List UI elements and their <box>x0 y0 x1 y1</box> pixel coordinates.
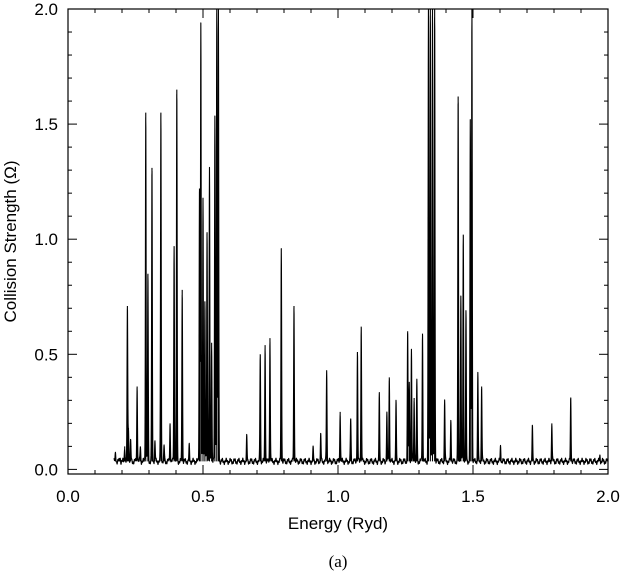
y-tick-label: 1.0 <box>34 230 58 249</box>
y-axis-title: Collision Strength (Ω) <box>1 161 20 323</box>
y-axis-ticks: 0.0 0.5 1.0 1.5 2.0 <box>34 0 608 479</box>
x-tick-label: 1.5 <box>461 487 485 506</box>
series-line-collision-strength <box>113 9 609 466</box>
y-tick-label: 0.5 <box>34 345 58 364</box>
x-tick-label: 1.0 <box>326 487 350 506</box>
x-tick-label: 0.5 <box>191 487 215 506</box>
figure-caption: (a) <box>329 552 348 571</box>
y-tick-label: 1.5 <box>34 115 58 134</box>
x-axis-title: Energy (Ryd) <box>288 514 388 533</box>
x-axis-ticks: 0.0 0.5 1.0 1.5 2.0 <box>56 9 620 506</box>
x-tick-label: 0.0 <box>56 487 80 506</box>
y-tick-label: 2.0 <box>34 0 58 19</box>
x-tick-label: 2.0 <box>596 487 620 506</box>
y-tick-label: 0.0 <box>34 460 58 479</box>
